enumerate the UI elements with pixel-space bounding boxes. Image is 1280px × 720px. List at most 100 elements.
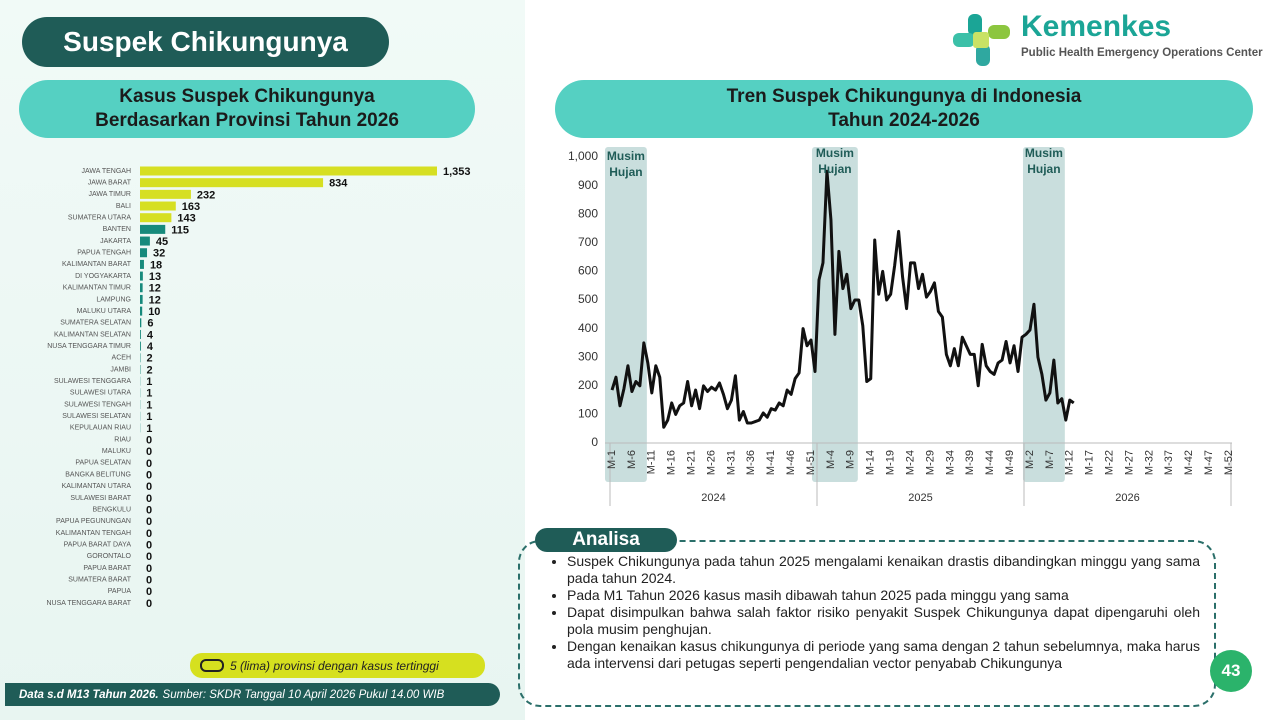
data-label: 45 (156, 236, 168, 248)
x-tick-label: M-22 (1103, 450, 1115, 475)
data-label: 12 (149, 283, 161, 295)
source: Sumber: SKDR Tanggal 10 April 2026 Pukul… (162, 688, 445, 701)
data-label: 143 (177, 213, 195, 225)
y-tick-label: 100 (578, 407, 598, 421)
y-tick-label: GORONTALO (87, 553, 132, 560)
bar (140, 224, 166, 234)
data-label: 0 (146, 563, 152, 575)
data-label: 1 (146, 399, 152, 411)
analysis-box (518, 540, 1216, 707)
series-line (610, 169, 1075, 429)
y-tick-label: ACEH (112, 355, 131, 362)
group-label: 2024 (701, 492, 725, 504)
bar (140, 318, 142, 328)
y-tick-label: 800 (578, 206, 598, 220)
y-tick-label: 200 (578, 378, 598, 392)
data-label: 0 (146, 528, 152, 540)
y-tick-label: KALIMANTAN TENGAH (56, 530, 131, 537)
y-tick-label: 1,000 (568, 149, 598, 163)
data-label: 1 (146, 376, 152, 388)
x-tick-label: M-24 (904, 450, 916, 475)
bar (140, 166, 437, 176)
data-label: 0 (146, 481, 152, 493)
y-tick-label: 900 (578, 178, 598, 192)
x-tick-label: M-26 (705, 450, 717, 475)
data-label: 1 (146, 411, 152, 423)
x-tick-label: M-27 (1123, 450, 1135, 475)
y-tick-label: PAPUA BARAT DAYA (64, 541, 132, 548)
x-tick-label: M-1 (606, 450, 618, 469)
y-tick-label: JAWA TENGAH (81, 168, 131, 175)
x-tick-label: M-12 (1064, 450, 1076, 475)
page-number: 43 (1210, 650, 1252, 692)
x-tick-label: M-49 (1004, 450, 1016, 475)
x-tick-label: M-4 (825, 450, 837, 469)
data-label: 0 (146, 458, 152, 470)
data-label: 0 (146, 446, 152, 458)
x-tick-label: M-39 (964, 450, 976, 475)
data-label: 0 (146, 598, 152, 610)
data-label: 0 (146, 551, 152, 563)
y-tick-label: 600 (578, 264, 598, 278)
note-icon (200, 659, 224, 672)
y-tick-label: KEPULAUAN RIAU (70, 425, 131, 432)
y-tick-label: JAWA BARAT (88, 180, 132, 187)
y-tick-label: PAPUA (108, 588, 132, 595)
y-tick-label: 500 (578, 292, 598, 306)
band-label: Musim Hujan (1024, 146, 1063, 176)
bar (140, 271, 143, 281)
y-tick-label: SUMATERA UTARA (68, 215, 131, 222)
x-tick-label: M-11 (646, 450, 658, 474)
bar (140, 283, 143, 293)
data-label: 13 (149, 271, 161, 283)
note-text: 5 (lima) provinsi dengan kasus tertinggi (230, 658, 439, 673)
data-label: 0 (146, 469, 152, 481)
y-tick-label: NUSA TENGGARA BARAT (46, 600, 131, 607)
data-label: 0 (146, 516, 152, 528)
bar (140, 213, 172, 223)
y-tick-label: KALIMANTAN UTARA (62, 483, 132, 490)
group-label: 2025 (908, 492, 932, 504)
x-tick-label: M-21 (686, 450, 698, 475)
x-tick-label: M-9 (845, 450, 857, 469)
band-label: Musim Hujan (606, 149, 645, 179)
band-label: Musim Hujan (815, 146, 854, 176)
y-tick-label: PAPUA TENGAH (77, 250, 131, 257)
bar (140, 329, 141, 339)
chart-title: Kasus Suspek Chikungunya Berdasarkan Pro… (95, 86, 399, 131)
x-tick-label: M-37 (1163, 450, 1175, 475)
data-label: 4 (147, 341, 154, 353)
data-label: 10 (148, 306, 160, 318)
y-tick-label: PAPUA PEGUNUNGAN (56, 518, 131, 525)
bar (140, 341, 141, 351)
chart-title-box: Tren Suspek Chikungunya di Indonesia Tah… (555, 80, 1253, 138)
data-label: 0 (146, 540, 152, 552)
data-label: 1 (146, 388, 152, 400)
y-tick-label: KALIMANTAN BARAT (62, 261, 132, 268)
data-label: 0 (146, 434, 152, 446)
y-tick-label: JAMBI (110, 366, 131, 373)
x-tick-label: M-52 (1223, 450, 1235, 475)
bar (140, 294, 143, 304)
x-tick-label: M-29 (924, 450, 936, 475)
y-tick-label: SULAWESI TENGAH (64, 401, 131, 408)
analysis-bullet: Suspek Chikungunya pada tahun 2025 menga… (567, 553, 1200, 587)
x-tick-label: M-2 (1024, 450, 1036, 469)
y-tick-label: 700 (578, 235, 598, 249)
y-tick-label: SULAWESI SELATAN (62, 413, 131, 420)
group-label: 2026 (1115, 492, 1139, 504)
data-label: 115 (171, 224, 189, 236)
y-tick-label: BALI (116, 203, 131, 210)
y-tick-label: BANTEN (103, 226, 131, 233)
data-label: 12 (149, 294, 161, 306)
y-tick-label: 400 (578, 321, 598, 335)
y-tick-label: MALUKU (102, 448, 131, 455)
bar (140, 201, 176, 211)
x-tick-label: M-47 (1203, 450, 1215, 475)
footer: Data s.d M13 Tahun 2026. Sumber: SKDR Tan… (5, 683, 500, 706)
x-tick-label: M-44 (984, 450, 996, 475)
x-tick-label: M-34 (944, 450, 956, 475)
chart-title: Tren Suspek Chikungunya di Indonesia Tah… (726, 86, 1082, 131)
analysis-title: Analisa (535, 528, 677, 552)
